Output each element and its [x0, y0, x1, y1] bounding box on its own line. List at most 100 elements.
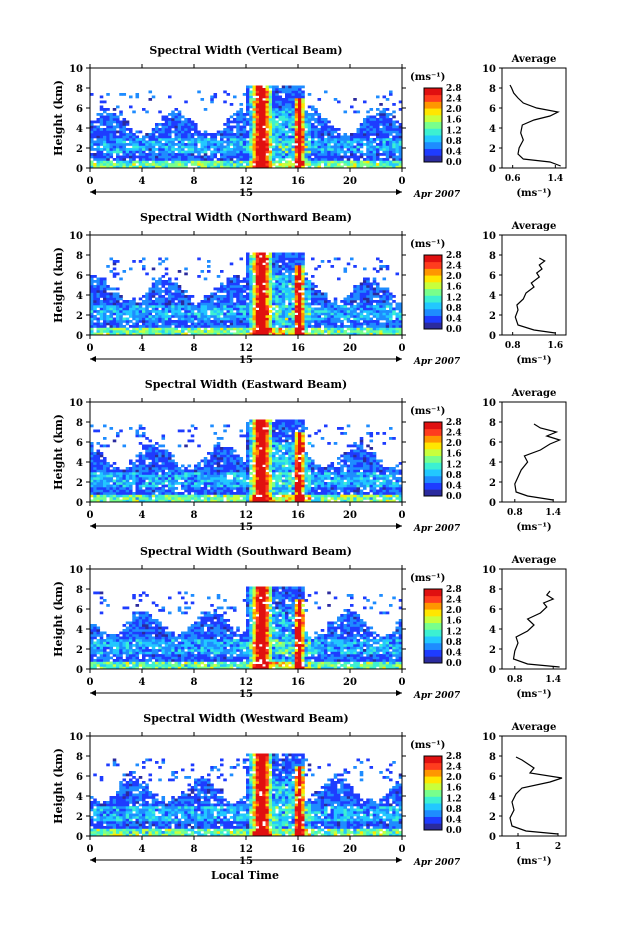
colorbar-swatch [424, 302, 442, 310]
heatmap-cell [158, 449, 162, 453]
heatmap-cell [288, 260, 292, 263]
heatmap-cell [109, 148, 114, 151]
heatmap-cell [90, 125, 94, 129]
heatmap-cell [268, 150, 273, 154]
colorbar: 0.00.40.81.21.62.02.42.8(ms⁻¹) [410, 72, 462, 168]
heatmap-cell [158, 325, 162, 328]
heatmap-cell [145, 307, 149, 311]
heatmap-cell [278, 300, 283, 303]
heatmap-cell [272, 282, 276, 286]
heatmap-cell [229, 317, 234, 321]
heatmap-cell [220, 310, 224, 313]
heatmap-cell [350, 292, 354, 296]
heatmap-cell [125, 474, 130, 478]
heatmap-cell [307, 287, 312, 291]
heatmap-cell [275, 128, 279, 131]
heatmap-cell [262, 158, 266, 161]
heatmap-cell [239, 290, 244, 293]
heatmap-cell [252, 327, 257, 331]
heatmap-cell [304, 123, 309, 126]
heatmap-cell [337, 143, 341, 146]
heatmap-cell [249, 317, 253, 321]
heatmap-cell [382, 120, 387, 124]
heatmap-cell [343, 138, 348, 141]
heatmap-cell [161, 160, 166, 164]
heatmap-cell [369, 322, 374, 326]
heatmap-cell [99, 454, 104, 458]
heatmap-cell [138, 484, 143, 488]
heatmap-cell [317, 327, 322, 331]
heatmap-cell [398, 108, 403, 111]
heatmap-cell [236, 275, 240, 278]
heatmap-cell [353, 315, 357, 318]
heatmap-cell [346, 302, 351, 306]
heatmap-cell [272, 327, 276, 331]
heatmap-cell [275, 275, 279, 278]
heatmap-cell [343, 160, 348, 164]
heatmap-cell [181, 133, 185, 136]
heatmap-cell [304, 130, 309, 134]
heatmap-cell [395, 140, 400, 144]
heatmap-cell [265, 290, 270, 293]
heatmap-cell [320, 138, 325, 141]
heatmap-cell [281, 315, 286, 318]
heatmap-cell [363, 285, 367, 288]
heatmap-cell [268, 163, 273, 166]
heatmap-cell [346, 320, 351, 323]
heatmap-cell [90, 492, 94, 495]
heatmap-cell [223, 315, 227, 318]
heatmap-cell [116, 155, 120, 159]
heatmap-cell [93, 497, 97, 500]
heatmap-cell [288, 123, 292, 126]
heatmap-cell [135, 148, 140, 151]
heatmap-cell [324, 165, 328, 169]
heatmap-cell [249, 267, 253, 271]
heatmap-cell [314, 148, 318, 151]
heatmap-cell [181, 292, 185, 296]
heatmap-cell [103, 280, 107, 283]
heatmap-cell [262, 260, 266, 263]
heatmap-cell [379, 305, 383, 308]
heatmap-cell [168, 300, 172, 303]
heatmap-cell [184, 302, 188, 306]
heatmap-cell [122, 499, 127, 503]
heatmap-cell [314, 327, 318, 331]
heatmap-cell [281, 120, 286, 124]
heatmap-cell [320, 317, 325, 321]
heatmap-cell [259, 282, 263, 286]
heatmap-cell [203, 332, 208, 336]
heatmap-cell [233, 317, 237, 321]
heatmap-cell [395, 150, 400, 154]
heatmap-cell [158, 280, 162, 283]
heatmap-cell [197, 467, 201, 470]
heatmap-cell [395, 327, 400, 331]
heatmap-cell [229, 310, 234, 313]
heatmap-cell [285, 287, 289, 291]
day-span-arrow [396, 356, 402, 362]
heatmap-cell [311, 275, 315, 278]
heatmap-cell [301, 317, 305, 321]
heatmap-cell [330, 148, 335, 151]
heatmap-cell [301, 322, 305, 326]
heatmap-cell [161, 260, 166, 263]
heatmap-cell [363, 320, 367, 323]
heatmap-cell [145, 477, 149, 480]
heatmap-cell [125, 489, 130, 493]
heatmap-cell [119, 163, 123, 166]
heatmap-cell [138, 260, 143, 263]
heatmap-cell [291, 108, 296, 111]
heatmap-cell [288, 110, 292, 114]
heatmap-cell [242, 487, 247, 490]
heatmap-cell [220, 482, 224, 485]
heatmap-cell [288, 105, 292, 109]
heatmap-cell [99, 105, 104, 109]
heatmap-cell [161, 307, 166, 311]
heatmap-cell [392, 322, 396, 326]
heatmap-cell [298, 135, 302, 139]
heatmap-cell [395, 145, 400, 149]
heatmap-cell [382, 300, 387, 303]
heatmap-cell [285, 140, 289, 144]
heatmap-cell [210, 477, 214, 480]
colorbar-tick-label: 2.8 [446, 84, 462, 94]
heatmap-cell [103, 464, 107, 468]
